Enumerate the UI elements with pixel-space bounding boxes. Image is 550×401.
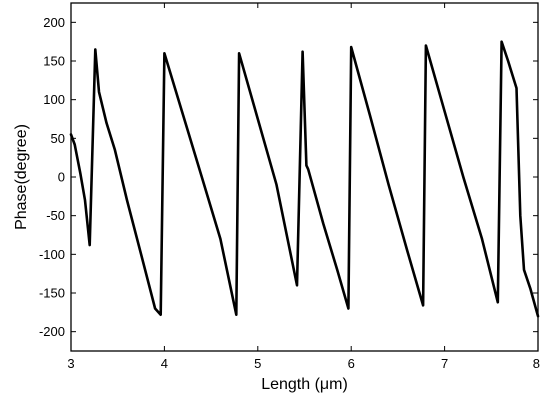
- y-tick-label: 200: [43, 15, 65, 30]
- y-axis-ticks: [71, 21, 538, 333]
- y-tick-label: -150: [39, 286, 65, 301]
- y-tick-label: 150: [43, 54, 65, 69]
- y-tick-label: 0: [58, 170, 65, 185]
- y-axis-title: Phase(degree): [13, 124, 30, 230]
- y-axis-tick-labels: -200 -150 -100 -50 0 50 100 150 200: [39, 15, 65, 339]
- x-tick-label: 5: [254, 356, 261, 371]
- x-axis-ticks: [70, 3, 539, 351]
- series-layer: [69, 40, 540, 318]
- y-tick-label: -50: [46, 208, 65, 223]
- x-axis-tick-labels: 3 4 5 6 7 8: [67, 356, 540, 371]
- x-axis-title: Length (μm): [261, 376, 348, 393]
- y-tick-label: 100: [43, 92, 65, 107]
- x-tick-label: 7: [441, 356, 448, 371]
- phase-series-line: [69, 40, 540, 318]
- y-tick-label: -200: [39, 324, 65, 339]
- x-tick-label: 8: [533, 356, 540, 371]
- x-tick-label: 6: [348, 356, 355, 371]
- y-tick-label: -100: [39, 247, 65, 262]
- y-tick-label: 50: [51, 131, 65, 146]
- plot-frame: [70, 2, 539, 352]
- x-tick-label: 4: [161, 356, 168, 371]
- x-tick-label: 3: [67, 356, 74, 371]
